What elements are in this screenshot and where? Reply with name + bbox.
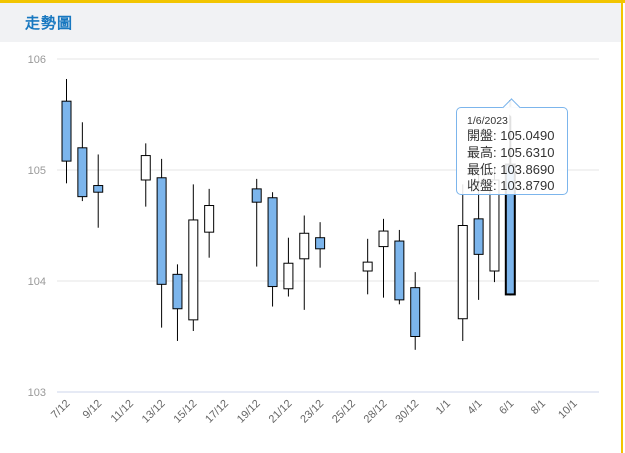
candle-body	[77, 147, 88, 198]
candle-body	[457, 225, 468, 320]
x-axis-label-4-1: 4/1	[465, 398, 484, 417]
candle-21-12[interactable]	[283, 237, 294, 297]
candle-7-12[interactable]	[61, 78, 72, 184]
candle-body	[410, 287, 421, 338]
candle-body	[299, 232, 310, 260]
x-axis-label-28-12: 28/12	[362, 398, 390, 426]
x-axis-label-1-1: 1/1	[434, 398, 453, 417]
y-axis-label-106: 106	[28, 54, 46, 66]
tooltip-date: 1/6/2023	[467, 115, 508, 127]
x-axis-label-15-12: 15/12	[171, 398, 199, 426]
y-axis-label-105: 105	[28, 165, 46, 177]
x-axis-label-21-12: 21/12	[267, 398, 295, 426]
x-axis-label-8-1: 8/1	[529, 398, 548, 417]
candle-27-12[interactable]	[362, 238, 373, 295]
x-axis-label-7-12: 7/12	[49, 398, 73, 422]
tooltip-row-2: 最低: 103.8690	[467, 161, 555, 177]
x-axis-label-23-12: 23/12	[298, 398, 326, 426]
candle-28-12[interactable]	[378, 218, 389, 298]
candle-29-12[interactable]	[394, 229, 405, 305]
x-axis-label-25-12: 25/12	[330, 398, 358, 426]
candle-body	[188, 219, 199, 321]
candle-3-1[interactable]	[457, 184, 468, 341]
candle-body	[204, 205, 215, 233]
candle-body	[140, 155, 151, 181]
candle-body	[473, 218, 484, 255]
page-header: 走勢圖	[0, 3, 621, 42]
candle-body	[283, 262, 294, 290]
candle-19-12[interactable]	[251, 178, 262, 267]
x-axis-label-6-1: 6/1	[497, 398, 516, 417]
x-axis-label-17-12: 17/12	[203, 398, 231, 426]
candle-12-12[interactable]	[140, 143, 151, 207]
candle-body	[251, 188, 262, 203]
candle-body	[172, 273, 183, 310]
candle-body	[315, 237, 326, 250]
candle-body	[394, 240, 405, 301]
x-axis-label-30-12: 30/12	[393, 398, 421, 426]
x-axis-label-10-1: 10/1	[556, 398, 580, 422]
top-gold-border	[0, 0, 625, 3]
candle-16-12[interactable]	[204, 188, 215, 258]
tooltip-row-0: 開盤: 105.0490	[467, 128, 555, 143]
candle-body	[267, 197, 278, 288]
candle-9-12[interactable]	[93, 154, 104, 228]
candle-body	[362, 261, 373, 272]
candle-13-12[interactable]	[156, 158, 167, 328]
candle-body	[378, 230, 389, 248]
candle-23-12[interactable]	[315, 222, 326, 268]
y-axis-label-104: 104	[28, 276, 46, 288]
x-axis-label-19-12: 19/12	[235, 398, 263, 426]
candle-22-12[interactable]	[299, 215, 310, 310]
x-axis-label-11-12: 11/12	[109, 398, 136, 425]
tooltip-row-3: 收盤: 103.8790	[467, 178, 555, 194]
y-axis-label-103: 103	[28, 387, 46, 399]
tooltip-rows: 開盤: 105.0490 最高: 105.6310 最低: 103.8690 收盤: …	[467, 128, 567, 195]
tooltip-row-1: 最高: 105.6310	[467, 144, 555, 160]
page-title: 走勢圖	[25, 15, 74, 32]
right-gold-border	[621, 0, 623, 453]
candle-body	[156, 177, 167, 285]
x-axis-label-9-12: 9/12	[81, 398, 105, 422]
candle-body	[93, 185, 104, 193]
candle-body	[61, 100, 72, 162]
candle-20-12[interactable]	[267, 192, 278, 307]
candle-14-12[interactable]	[172, 264, 183, 341]
candle-8-12[interactable]	[77, 122, 88, 202]
tooltip: 1/6/2023 開盤: 105.0490 最高: 105.6310 最低: 103…	[456, 98, 568, 195]
candle-4-1[interactable]	[473, 175, 484, 300]
candle-15-12[interactable]	[188, 184, 199, 331]
candle-30-12[interactable]	[410, 272, 421, 350]
x-axis-label-13-12: 13/12	[140, 398, 168, 426]
